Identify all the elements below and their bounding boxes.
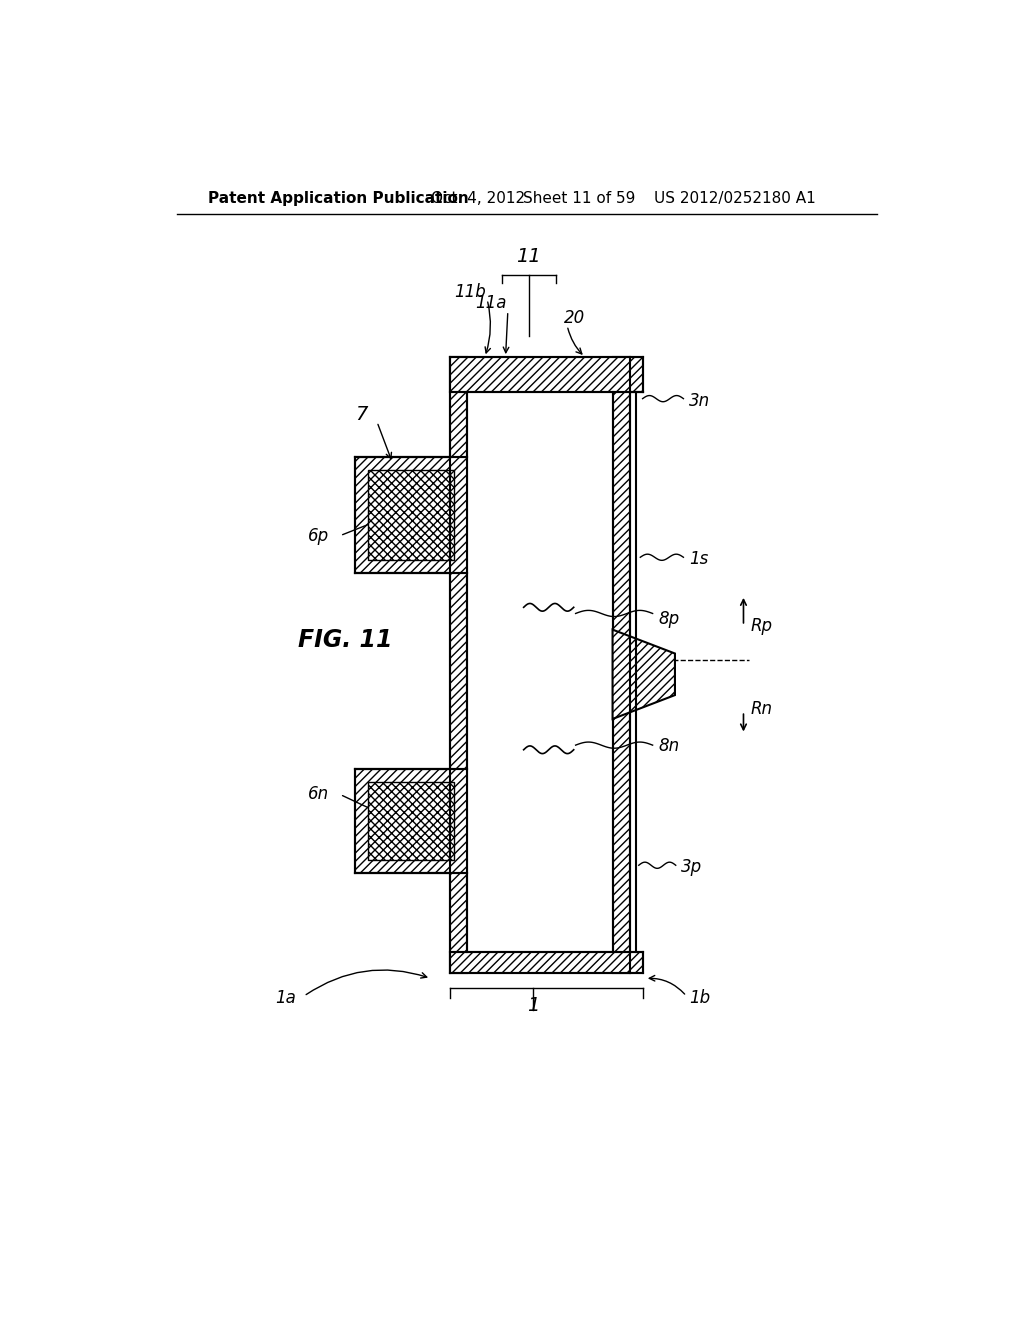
Text: 11b: 11b — [455, 282, 486, 301]
Text: 11: 11 — [516, 247, 541, 267]
Text: Sheet 11 of 59: Sheet 11 of 59 — [523, 191, 636, 206]
Text: US 2012/0252180 A1: US 2012/0252180 A1 — [654, 191, 816, 206]
Bar — [612, 358, 630, 973]
Polygon shape — [612, 630, 675, 719]
Text: 1: 1 — [527, 995, 540, 1015]
Text: 8p: 8p — [658, 610, 679, 628]
Bar — [355, 457, 467, 573]
Bar — [355, 770, 467, 873]
Text: 3n: 3n — [689, 392, 710, 411]
Bar — [467, 358, 612, 973]
Bar — [369, 470, 454, 560]
Bar — [451, 358, 643, 392]
Text: 3p: 3p — [681, 858, 702, 875]
Text: Rn: Rn — [751, 700, 772, 718]
Text: 1a: 1a — [275, 989, 296, 1007]
Text: FIG. 11: FIG. 11 — [298, 627, 393, 652]
Text: 1s: 1s — [689, 550, 708, 568]
Text: Oct. 4, 2012: Oct. 4, 2012 — [431, 191, 525, 206]
Text: 8n: 8n — [658, 737, 679, 755]
Text: Rp: Rp — [751, 616, 772, 635]
Text: 6n: 6n — [308, 784, 330, 803]
Text: Patent Application Publication: Patent Application Publication — [208, 191, 468, 206]
Bar — [451, 358, 467, 973]
Text: 7: 7 — [355, 404, 368, 424]
Text: 6p: 6p — [308, 527, 330, 545]
Bar — [369, 781, 454, 859]
Text: 1b: 1b — [689, 989, 710, 1007]
Bar — [451, 952, 643, 973]
Text: 20: 20 — [564, 309, 586, 327]
Text: 11a: 11a — [475, 294, 506, 312]
